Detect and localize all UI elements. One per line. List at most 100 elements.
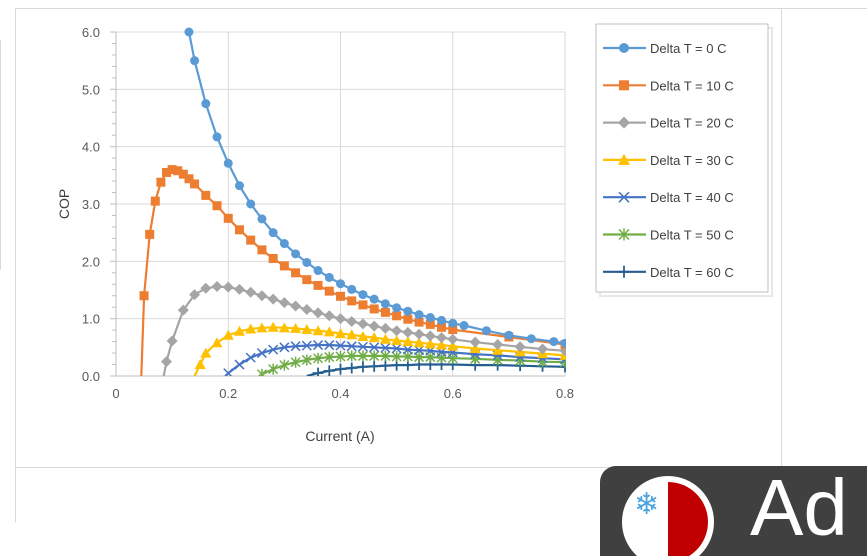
data-point — [313, 340, 324, 351]
data-point — [234, 225, 244, 235]
data-point — [379, 322, 391, 334]
data-point — [324, 286, 334, 296]
data-point — [211, 337, 223, 348]
data-point — [177, 304, 189, 316]
data-point — [302, 257, 312, 267]
data-point — [291, 249, 301, 259]
logo-text: Ad — [750, 466, 848, 552]
data-point — [234, 359, 245, 370]
series-line — [162, 285, 566, 376]
data-point — [313, 280, 323, 290]
legend-item-delta-t-60-c: Delta T = 60 C — [603, 265, 734, 280]
gridlines — [116, 31, 566, 376]
data-point — [145, 229, 155, 239]
data-point — [379, 333, 391, 344]
data-point — [313, 266, 323, 276]
data-point — [178, 169, 188, 179]
data-point — [246, 235, 256, 245]
legend-label: Delta T = 20 C — [650, 116, 734, 131]
data-point — [301, 303, 313, 315]
y-tick-label: 4.0 — [82, 140, 100, 155]
data-point — [436, 339, 448, 350]
data-point — [357, 361, 369, 373]
data-point — [346, 329, 358, 340]
data-point — [391, 334, 403, 345]
data-point — [167, 165, 177, 175]
data-point — [279, 342, 290, 353]
data-point — [537, 343, 549, 355]
y-tick-label: 3.0 — [82, 197, 100, 212]
data-point — [268, 344, 279, 355]
data-point — [189, 289, 201, 301]
data-point — [290, 300, 302, 312]
legend-item-delta-t-0-c: Delta T = 0 C — [603, 41, 726, 56]
data-point — [424, 330, 436, 342]
data-point — [391, 325, 403, 337]
data-point — [357, 318, 369, 330]
data-point — [257, 245, 267, 255]
data-point — [448, 318, 458, 328]
legend-item-delta-t-50-c: Delta T = 50 C — [603, 228, 734, 243]
x-tick-label: 0.4 — [331, 386, 349, 401]
legend-label: Delta T = 40 C — [650, 190, 734, 205]
left-edge-line — [0, 40, 1, 270]
data-point — [268, 253, 278, 263]
data-point — [190, 56, 200, 66]
data-point — [358, 300, 368, 310]
data-point — [312, 325, 324, 336]
series-delta-t-20-c — [161, 281, 566, 376]
data-point — [336, 279, 345, 289]
x-tick-label: 0 — [112, 386, 119, 401]
data-point — [425, 319, 435, 329]
data-point — [301, 354, 312, 366]
data-point — [150, 196, 160, 206]
data-point — [414, 317, 424, 327]
data-point — [379, 360, 391, 372]
data-point — [222, 329, 234, 340]
data-point — [190, 179, 200, 189]
data-point — [526, 334, 536, 344]
data-point — [267, 293, 279, 305]
data-point — [323, 326, 335, 337]
data-point — [212, 132, 222, 142]
data-point — [173, 166, 183, 176]
data-point — [184, 27, 194, 37]
data-point — [481, 326, 491, 336]
data-point — [336, 291, 345, 301]
data-point — [335, 328, 346, 339]
data-point — [402, 336, 414, 347]
data-point — [256, 348, 267, 359]
data-point — [369, 304, 379, 314]
data-point — [312, 307, 324, 319]
data-point — [346, 316, 358, 328]
legend: Delta T = 0 C Delta T = 10 C Delta T = 20 … — [595, 23, 773, 297]
data-point — [357, 341, 368, 352]
data-point — [403, 306, 413, 316]
data-point — [448, 325, 458, 335]
data-point — [279, 359, 290, 371]
series-delta-t-0-c — [184, 27, 566, 348]
data-point — [368, 360, 380, 372]
y-tick-label: 6.0 — [82, 25, 100, 40]
data-point — [346, 350, 357, 362]
data-point — [257, 214, 267, 224]
data-point — [369, 342, 380, 353]
y-tick-label: 2.0 — [82, 254, 100, 269]
data-point — [245, 286, 257, 298]
data-point — [200, 282, 212, 294]
legend-marker — [618, 153, 630, 165]
data-point — [290, 322, 302, 333]
data-point — [256, 368, 267, 376]
x-axis-label: Current (A) — [305, 428, 374, 444]
data-point — [162, 167, 172, 177]
data-point — [335, 363, 346, 375]
data-point — [211, 281, 223, 293]
legend-label: Delta T = 60 C — [650, 265, 734, 280]
data-point — [223, 213, 233, 223]
data-point — [347, 296, 357, 306]
frame-divider-line — [15, 467, 867, 468]
data-point — [437, 322, 447, 332]
data-point — [212, 201, 222, 211]
data-point — [268, 228, 278, 238]
data-point — [278, 322, 290, 333]
